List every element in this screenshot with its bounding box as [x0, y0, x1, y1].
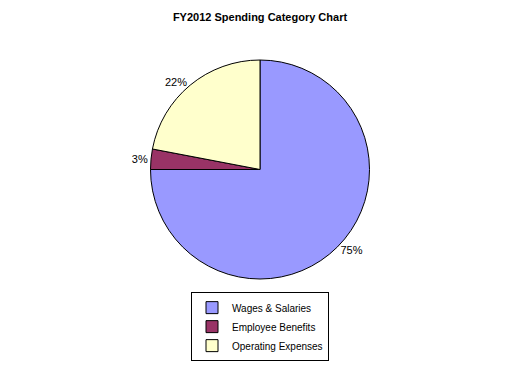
svg-text:Employee Benefits: Employee Benefits: [232, 322, 315, 333]
svg-text:3%: 3%: [132, 153, 148, 165]
svg-text:75%: 75%: [340, 244, 362, 256]
svg-text:22%: 22%: [165, 76, 187, 88]
svg-text:Wages & Salaries: Wages & Salaries: [232, 303, 311, 314]
svg-text:Operating Expenses: Operating Expenses: [232, 341, 323, 352]
svg-text:FY2012 Spending Category Chart: FY2012 Spending Category Chart: [173, 11, 348, 23]
